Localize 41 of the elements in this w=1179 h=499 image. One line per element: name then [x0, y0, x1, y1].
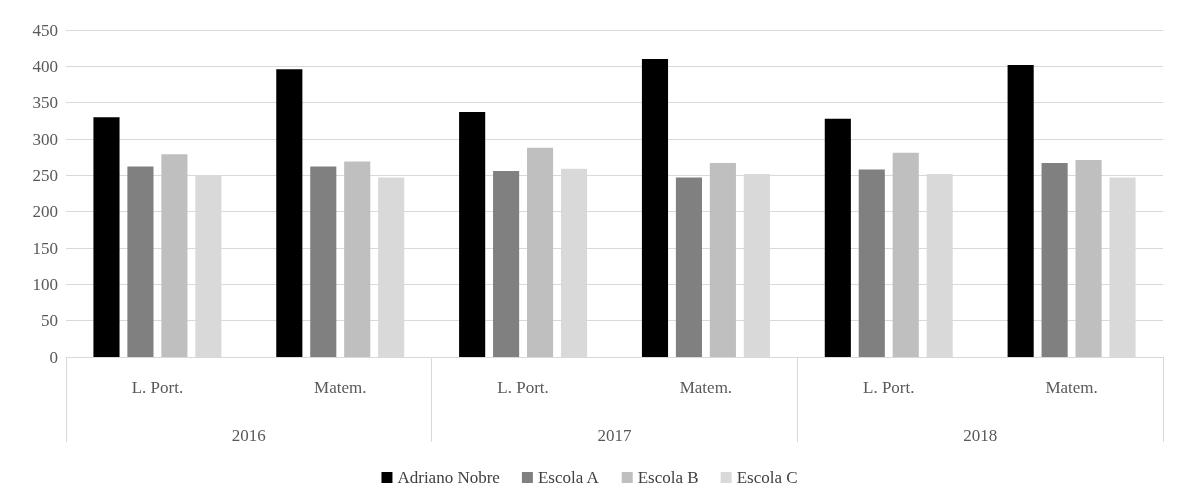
x-tick-label: L. Port. [497, 378, 549, 397]
legend-label: Escola B [637, 468, 699, 487]
legend-label: Escola A [537, 468, 600, 487]
x-tick-label: Matem. [1045, 378, 1098, 397]
bar [127, 166, 154, 357]
legend-label: Adriano Nobre [397, 468, 500, 487]
bar [1007, 64, 1034, 357]
bar [493, 170, 520, 357]
bar [1075, 160, 1102, 357]
y-tick-label: 250 [32, 165, 58, 185]
bar [641, 59, 669, 357]
bar [161, 154, 188, 357]
y-tick-label: 400 [32, 56, 58, 76]
y-tick-label: 450 [32, 20, 58, 40]
bar [824, 118, 851, 357]
y-tick-label: 350 [32, 93, 58, 113]
y-tick-label: 0 [49, 347, 58, 367]
x-tick-label: Matem. [679, 378, 733, 397]
bar [892, 152, 919, 357]
x-tick-label: L. Port. [863, 378, 915, 397]
text: 2018 [963, 426, 998, 445]
bar [1041, 162, 1068, 357]
bar [310, 166, 337, 357]
bar [93, 117, 120, 357]
bar [459, 112, 486, 357]
bar [276, 69, 303, 357]
text: 2017 [597, 426, 632, 445]
bar [858, 169, 885, 357]
y-tick-label: 100 [32, 274, 58, 294]
bar [675, 177, 702, 357]
x-tick-label: Matem. [314, 378, 367, 397]
legend-label: Escola C [736, 468, 798, 487]
bar [709, 162, 736, 357]
x-tick-label: L. Port. [131, 378, 184, 397]
bar [344, 161, 371, 357]
y-tick-label: 300 [32, 129, 58, 149]
y-tick-label: 150 [32, 238, 58, 258]
y-tick-label: 50 [41, 311, 58, 331]
y-tick-label: 200 [32, 202, 58, 222]
text: 2016 [231, 426, 266, 445]
bar [527, 147, 554, 357]
